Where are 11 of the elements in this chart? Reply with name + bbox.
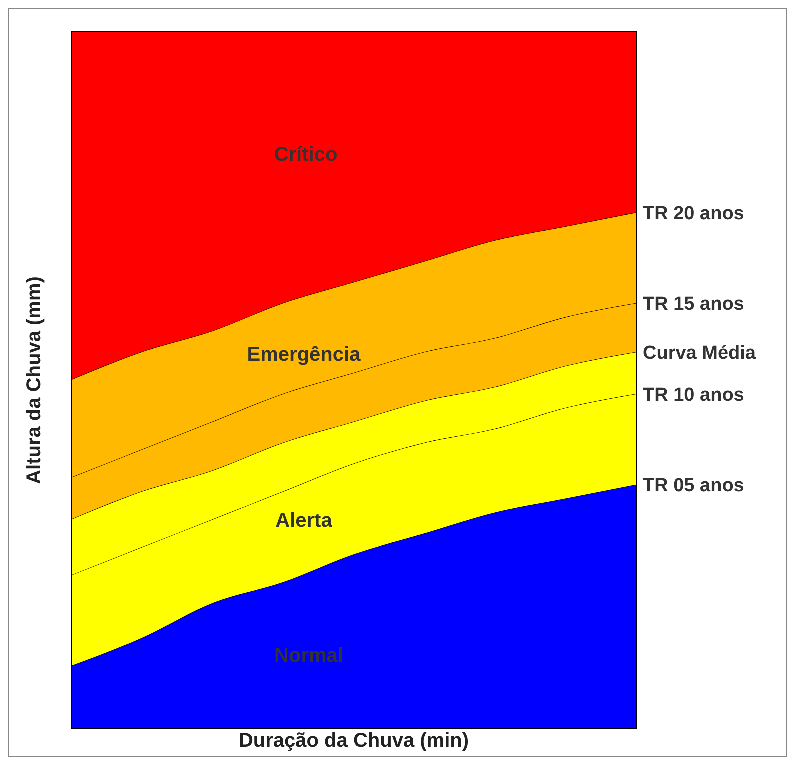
- series-label: Curva Média: [643, 343, 756, 364]
- annotation: Crítico: [273, 144, 339, 167]
- annotation: Emergência: [246, 344, 362, 367]
- y-axis-title: Altura da Chuva (mm): [24, 276, 46, 486]
- annotation: Alerta: [274, 510, 334, 533]
- series-label: TR 10 anos: [643, 384, 744, 406]
- series-label: TR 05 anos: [643, 476, 744, 497]
- series-label: TR 15 anos: [643, 294, 744, 316]
- annotation: Normal: [274, 645, 344, 668]
- x-axis-title: Duração da Chuva (min): [238, 730, 470, 753]
- series-label: TR 20 anos: [643, 203, 744, 224]
